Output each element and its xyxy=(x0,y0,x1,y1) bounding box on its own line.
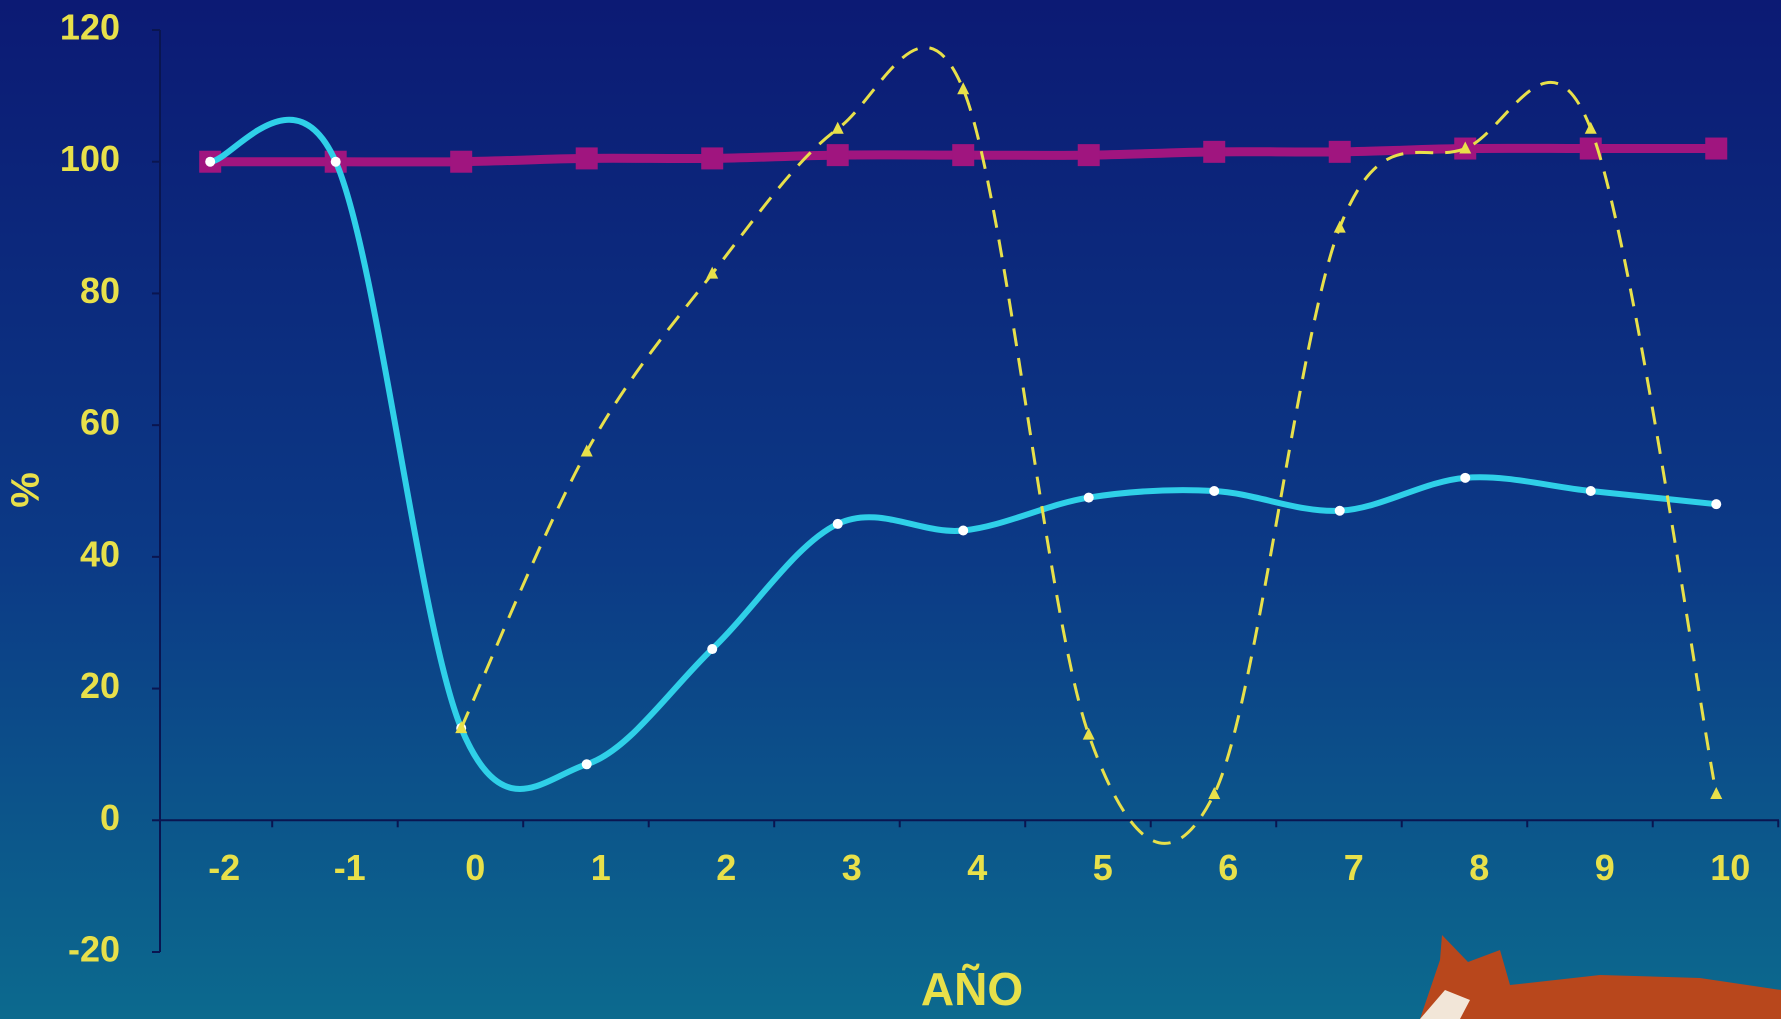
y-axis-label: % xyxy=(4,472,48,508)
y-tick-label: 20 xyxy=(80,665,120,706)
y-tick-label: 0 xyxy=(100,797,120,838)
marker xyxy=(1705,138,1727,160)
chart: % AÑO -20 0 20 40 60 80 100 120 -2 -1 0 1 2 3 4 5 6 7 8 9 10 xyxy=(0,0,1781,1019)
marker xyxy=(827,144,849,166)
marker xyxy=(1078,144,1100,166)
x-tick-label: 6 xyxy=(1218,847,1238,888)
marker xyxy=(205,157,215,167)
x-tick-label: 3 xyxy=(842,847,862,888)
marker xyxy=(582,759,592,769)
y-tick-label: 120 xyxy=(60,7,120,48)
y-tick-label: -20 xyxy=(68,929,120,970)
marker xyxy=(450,151,472,173)
marker xyxy=(707,644,717,654)
marker xyxy=(952,144,974,166)
x-tick-label: 4 xyxy=(967,847,987,888)
x-tick-label: 2 xyxy=(716,847,736,888)
marker xyxy=(701,147,723,169)
marker xyxy=(1329,141,1351,163)
x-tick-label: 5 xyxy=(1093,847,1113,888)
x-tick-label: 9 xyxy=(1595,847,1615,888)
marker xyxy=(331,157,341,167)
marker xyxy=(1203,141,1225,163)
marker xyxy=(1711,499,1721,509)
x-tick-label: 0 xyxy=(465,847,485,888)
x-axis-label: AÑO xyxy=(921,963,1023,1015)
x-tick-label: 7 xyxy=(1344,847,1364,888)
marker xyxy=(1084,493,1094,503)
marker xyxy=(1335,506,1345,516)
y-tick-label: 100 xyxy=(60,138,120,179)
x-tick-label: -2 xyxy=(208,847,240,888)
x-tick-label: -1 xyxy=(334,847,366,888)
marker xyxy=(833,519,843,529)
x-tick-label: 1 xyxy=(591,847,611,888)
marker xyxy=(1460,473,1470,483)
marker xyxy=(576,147,598,169)
x-tick-label: 10 xyxy=(1710,847,1750,888)
x-tick-label: 8 xyxy=(1469,847,1489,888)
marker xyxy=(1586,486,1596,496)
marker xyxy=(958,526,968,536)
y-tick-label: 80 xyxy=(80,270,120,311)
marker xyxy=(1209,486,1219,496)
y-tick-label: 60 xyxy=(80,402,120,443)
y-tick-label: 40 xyxy=(80,533,120,574)
